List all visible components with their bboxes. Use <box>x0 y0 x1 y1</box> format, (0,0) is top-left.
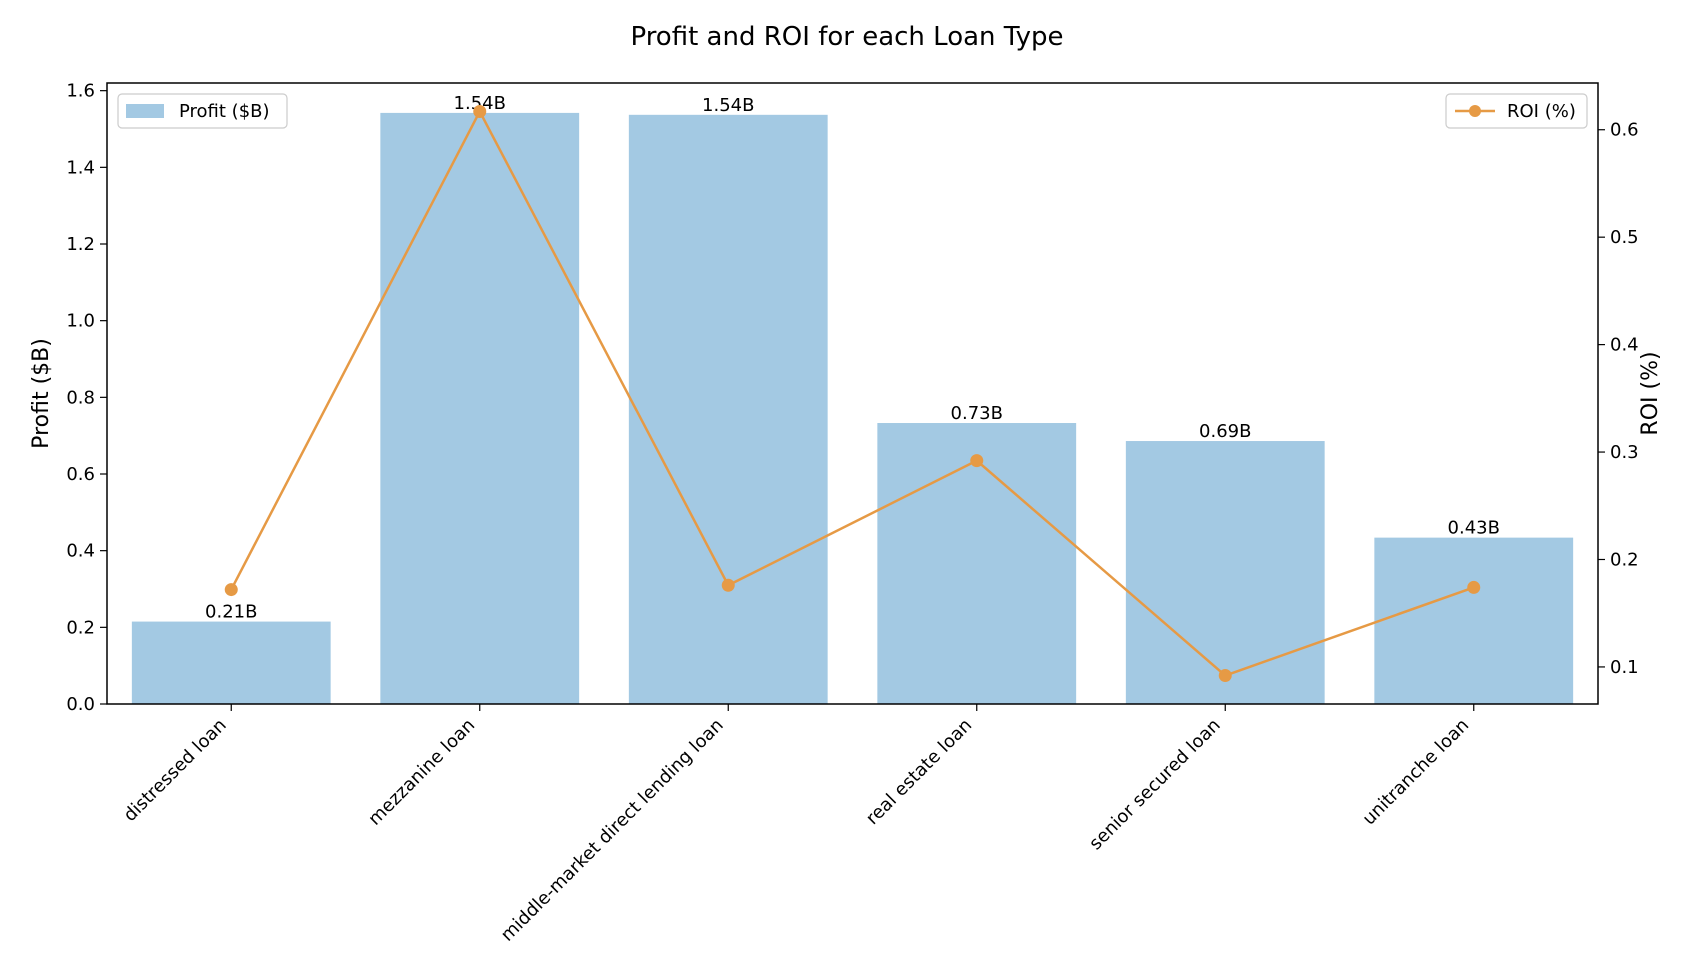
y2-tick-label: 0.2 <box>1610 549 1639 570</box>
legend-frame <box>1445 93 1588 129</box>
bar <box>1125 441 1325 704</box>
x-tick-label: senior secured loan <box>1085 715 1225 855</box>
y-tick-label: 0.2 <box>66 617 95 638</box>
plot-frame <box>106 82 1599 705</box>
y-tick-label: 1.6 <box>66 81 95 102</box>
y2-tick-label: 0.3 <box>1610 442 1639 463</box>
y2-tick-label: 0.6 <box>1610 120 1639 141</box>
roi-point <box>1467 580 1481 594</box>
bar-data-label: 0.69B <box>1199 421 1251 442</box>
x-tick-label: unitranche loan <box>1359 715 1474 830</box>
y-tick-label: 1.2 <box>66 234 95 255</box>
roi-point <box>224 583 238 597</box>
bar-data-label: 1.54B <box>702 95 754 116</box>
roi-line-series <box>224 104 1481 683</box>
y-tick-label: 0.0 <box>66 694 95 715</box>
bar-data-labels: 0.21B 1.54B 1.54B 0.73B 0.69B 0.43B <box>205 93 1500 623</box>
y-tick-label: 0.4 <box>66 541 95 562</box>
legend-roi-label: ROI (%) <box>1507 101 1576 122</box>
bar <box>380 112 580 704</box>
x-axis: distressed loan mezzanine loan middle-mark… <box>120 704 1475 946</box>
legend-roi: ROI (%) <box>1445 93 1588 129</box>
x-tick-label: mezzanine loan <box>364 715 479 830</box>
bar-data-label: 1.54B <box>454 93 506 114</box>
chart-title: Profit and ROI for each Loan Type <box>630 22 1063 52</box>
legend-bar-swatch <box>126 104 164 118</box>
y2-tick-label: 0.5 <box>1610 227 1639 248</box>
y-tick-label: 1.4 <box>66 157 95 178</box>
legend-profit: Profit ($B) <box>117 93 288 129</box>
bar <box>131 621 331 704</box>
roi-point <box>473 104 487 118</box>
x-tick-label: middle-market direct lending loan <box>497 715 728 946</box>
y2-axis-label: ROI (%) <box>1638 351 1663 435</box>
roi-point <box>721 578 735 592</box>
bar-data-label: 0.21B <box>205 602 257 623</box>
bar <box>877 423 1077 704</box>
y-tick-label: 1.0 <box>66 311 95 332</box>
bar <box>1374 537 1574 704</box>
right-y-axis: 0.1 0.2 0.3 0.4 0.5 0.6 <box>1598 120 1639 678</box>
bar-data-label: 0.73B <box>951 403 1003 424</box>
bar-data-label: 0.43B <box>1448 518 1500 539</box>
y2-tick-label: 0.1 <box>1610 657 1639 678</box>
roi-line <box>230 108 1475 677</box>
legend-marker-swatch <box>1469 105 1481 117</box>
roi-point <box>970 454 984 468</box>
y-tick-label: 0.6 <box>66 464 95 485</box>
y-tick-label: 0.8 <box>66 387 95 408</box>
bar <box>628 114 828 705</box>
x-tick-label: real estate loan <box>862 715 976 829</box>
x-tick-label: distressed loan <box>120 715 231 826</box>
legend-profit-label: Profit ($B) <box>179 101 270 122</box>
left-y-axis: 0.0 0.2 0.4 0.6 0.8 1.0 1.2 1.4 1.6 <box>66 81 107 715</box>
legend-frame <box>117 93 288 129</box>
roi-point <box>1218 669 1232 683</box>
bar-series <box>131 112 1574 705</box>
y-axis-label: Profit ($B) <box>29 338 54 449</box>
y2-tick-label: 0.4 <box>1610 335 1639 356</box>
